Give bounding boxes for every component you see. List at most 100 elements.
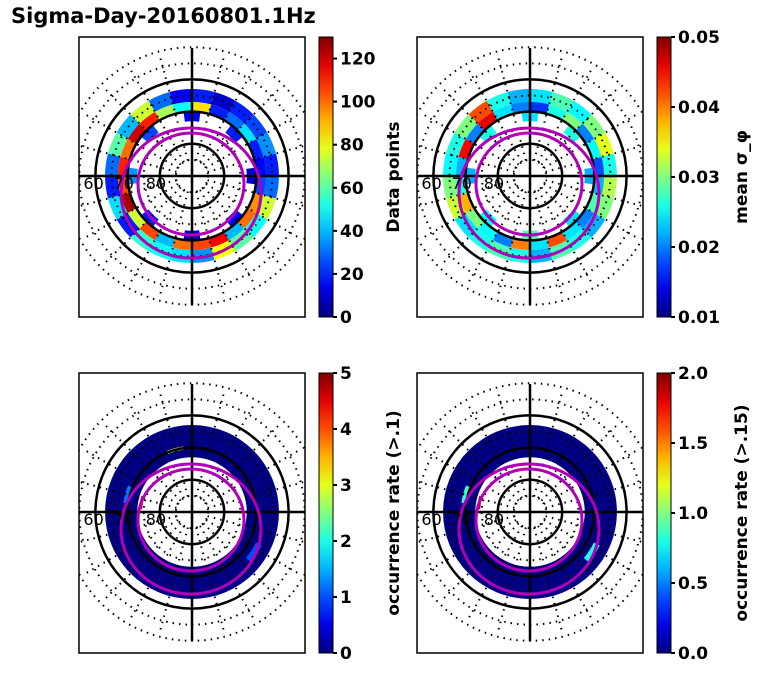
dotted-mlt-line	[199, 69, 255, 163]
dotted-mlt-line	[205, 113, 299, 169]
plot-area: 60 70 80	[417, 46, 643, 306]
data-bin	[507, 89, 530, 105]
dotted-mlt-line	[202, 424, 280, 502]
data-bin	[458, 138, 475, 160]
data-bin	[224, 111, 245, 131]
dotted-mlt-line	[417, 179, 515, 208]
dotted-mlt-line	[79, 179, 177, 208]
data-bin	[562, 111, 583, 131]
colorbar-tick-label: 100	[340, 93, 376, 113]
dotted-mlt-line	[543, 183, 637, 239]
dotted-mlt-line	[467, 525, 523, 619]
dotted-mlt-line	[417, 480, 515, 509]
colorbar-tick-label: 0.02	[678, 238, 720, 258]
dotted-mlt-line	[423, 113, 517, 169]
data-bin	[237, 123, 257, 144]
dotted-mlt-line	[159, 527, 189, 631]
dotted-mlt-line	[207, 515, 305, 544]
data-bin	[263, 153, 279, 176]
data-bin	[486, 92, 511, 112]
data-bin	[546, 231, 568, 248]
dotted-mlt-line	[195, 57, 225, 161]
dotted-mlt-line	[85, 519, 179, 575]
data-bin	[256, 195, 276, 220]
dotted-mlt-line	[195, 527, 225, 631]
colorbar-tick-label: 60	[340, 179, 364, 199]
data-bin	[478, 124, 497, 143]
data-bin	[492, 104, 514, 121]
dotted-mlt-line	[497, 191, 527, 295]
dotted-mlt-line	[202, 88, 280, 166]
dotted-mlt-line	[540, 522, 618, 600]
lat-label-70: 70	[114, 174, 134, 193]
data-bin	[139, 221, 160, 241]
colorbar: 0 1 2 3 4 5 occurrence rate (>.1)	[318, 364, 404, 664]
data-bin	[263, 176, 279, 199]
dotted-mlt-line	[540, 186, 618, 264]
data-bin	[458, 192, 475, 214]
lat-label-80: 80	[146, 510, 166, 529]
dotted-mlt-line	[537, 189, 593, 283]
polar-panel-top-left: 60 70 80 0 20 40 60 80 100 120 Data points	[78, 36, 404, 328]
colorbar-tick-label: 0	[340, 644, 352, 664]
data-bin	[465, 208, 485, 229]
colorbar-tick-label: 0.05	[678, 28, 720, 48]
data-bin	[492, 231, 514, 248]
dotted-mlt-line	[417, 515, 515, 544]
dotted-mlt-line	[540, 424, 618, 502]
dotted-mlt-line	[423, 519, 517, 575]
colorbar-tick-label: 4	[340, 420, 352, 440]
dotted-mlt-line	[85, 183, 179, 239]
data-bin	[225, 209, 244, 228]
dotted-mlt-line	[423, 183, 517, 239]
dotted-mlt-line	[545, 480, 643, 509]
data-bin	[585, 138, 602, 160]
dotted-mlt-line	[207, 144, 305, 173]
lat-label-80: 80	[484, 174, 504, 193]
dotted-mlt-line	[442, 186, 520, 264]
figure-title: Sigma-Day-20160801.1Hz	[11, 4, 316, 28]
dotted-mlt-line	[202, 522, 280, 600]
data-bin	[120, 138, 137, 160]
dotted-mlt-line	[533, 57, 563, 161]
data-bin	[575, 208, 595, 229]
oval-boundary-outer	[457, 126, 601, 260]
dotted-mlt-line	[79, 144, 177, 173]
data-bin	[140, 124, 159, 143]
dotted-mlt-line	[533, 393, 563, 497]
lat-label-60: 60	[421, 174, 441, 193]
dotted-mlt-line	[537, 405, 593, 499]
data-bin	[127, 208, 147, 229]
colorbar-tick-label: 120	[340, 50, 376, 70]
data-bin	[120, 192, 137, 214]
dotted-mlt-line	[533, 527, 563, 631]
colorbar-tick-label: 2.0	[678, 364, 708, 384]
data-bin	[443, 425, 617, 599]
dotted-mlt-line	[442, 424, 520, 502]
data-bin	[454, 114, 478, 139]
dotted-mlt-line	[129, 189, 185, 283]
colorbar-label: mean σ_φ	[732, 130, 752, 224]
colorbar-label: occurrence rate (>.1)	[384, 410, 404, 615]
dotted-mlt-line	[104, 522, 182, 600]
colorbar: 0.0 0.5 1.0 1.5 2.0 occurrence rate (>.15)	[656, 364, 752, 664]
dotted-mlt-line	[79, 480, 177, 509]
dotted-mlt-line	[159, 191, 189, 295]
data-bin	[443, 153, 459, 176]
dotted-mlt-line	[199, 525, 255, 619]
axes-frame	[416, 372, 644, 654]
data-bin	[105, 153, 121, 176]
data-bin	[154, 104, 176, 121]
dotted-mlt-line	[199, 189, 255, 283]
axes-frame	[416, 36, 644, 318]
dotted-mlt-line	[159, 57, 189, 161]
colorbar: 0.01 0.02 0.03 0.04 0.05 mean σ_φ	[656, 28, 752, 328]
data-bin	[139, 111, 160, 131]
dotted-mlt-line	[543, 519, 637, 575]
dotted-mlt-line	[205, 183, 299, 239]
data-bin	[224, 221, 245, 241]
lat-label-70: 70	[452, 174, 472, 193]
dotted-mlt-line	[497, 393, 527, 497]
dotted-mlt-line	[129, 405, 185, 499]
dotted-mlt-line	[423, 449, 517, 505]
